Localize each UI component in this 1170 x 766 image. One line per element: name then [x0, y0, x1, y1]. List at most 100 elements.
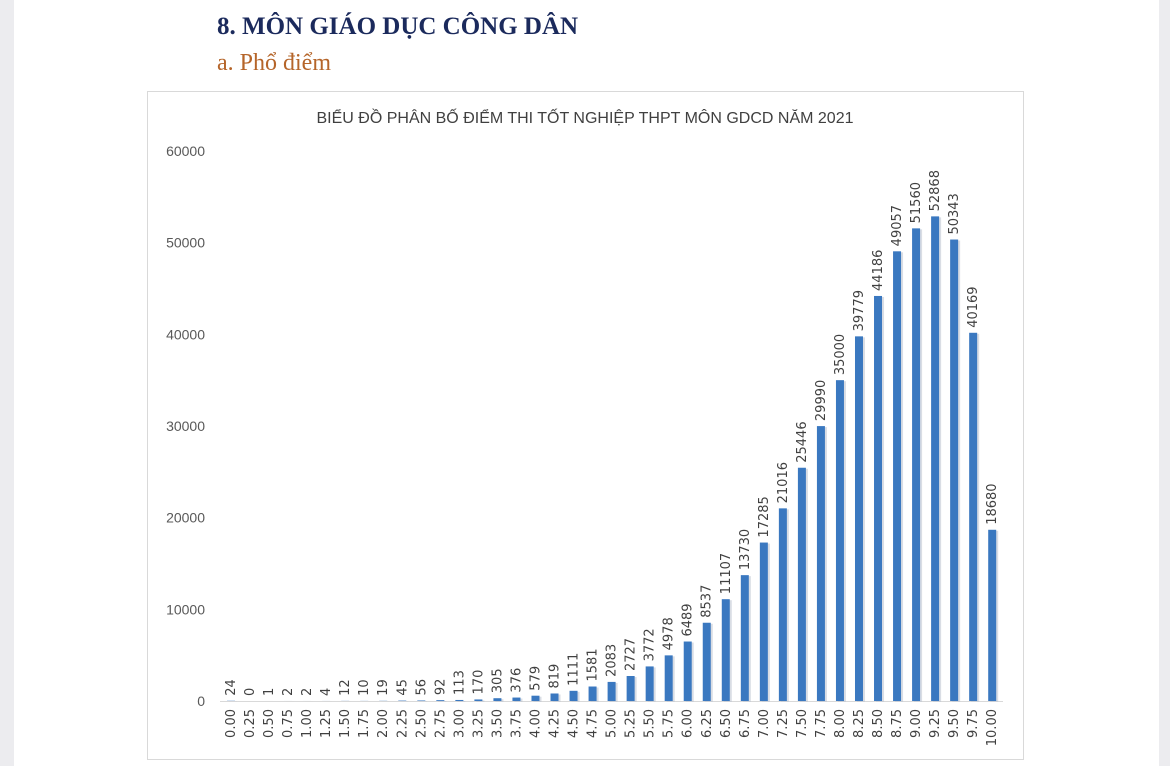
data-label: 1581: [586, 648, 601, 681]
data-label: 45: [395, 679, 410, 696]
x-tick-label: 5.25: [624, 709, 639, 738]
x-tick-label: 5.50: [643, 709, 658, 738]
data-label: 17285: [757, 496, 772, 537]
bar: [607, 681, 616, 701]
data-label: 35000: [833, 334, 848, 375]
bar: [550, 693, 559, 701]
x-tick-label: 1.75: [357, 709, 372, 738]
bar: [854, 336, 863, 701]
bar: [816, 426, 825, 701]
x-tick-label: 9.25: [928, 709, 943, 738]
bar: [664, 655, 673, 701]
bar: [493, 698, 502, 701]
data-label: 8537: [700, 585, 715, 618]
data-label: 18680: [985, 483, 1000, 524]
bar: [702, 622, 711, 701]
x-tick-label: 8.75: [890, 709, 905, 738]
x-tick-label: 7.25: [776, 709, 791, 738]
data-label: 49057: [890, 205, 905, 246]
chart-title: BIỂU ĐỒ PHÂN BỐ ĐIỂM THI TỐT NGHIỆP THPT…: [317, 107, 854, 127]
data-label: 2083: [605, 644, 620, 677]
bar: [721, 599, 730, 701]
bar-shadow: [457, 700, 466, 702]
x-tick-label: 1.25: [319, 709, 334, 738]
bar: [874, 295, 883, 701]
data-label: 819: [548, 664, 563, 689]
data-label: 2: [281, 688, 296, 696]
x-tick-label: 0.75: [281, 709, 296, 738]
x-tick-label: 3.00: [452, 709, 467, 738]
data-label: 39779: [852, 290, 867, 331]
bar-shadow: [476, 700, 485, 702]
bar: [588, 686, 597, 701]
data-label: 51560: [909, 182, 924, 223]
data-label: 92: [433, 679, 448, 696]
x-tick-label: 6.50: [719, 709, 734, 738]
x-tick-label: 4.75: [586, 709, 601, 738]
bar: [759, 542, 768, 701]
x-tick-label: 7.50: [795, 709, 810, 738]
bar: [417, 700, 426, 701]
chart-area: BIỂU ĐỒ PHÂN BỐ ĐIỂM THI TỐT NGHIỆP THPT…: [147, 91, 1024, 760]
x-tick-label: 5.00: [605, 709, 620, 738]
bar: [626, 676, 635, 701]
data-label: 25446: [795, 421, 810, 462]
data-label: 1: [262, 688, 277, 696]
subsection-heading: a. Phổ điểm: [217, 50, 331, 76]
bar: [778, 508, 787, 701]
data-label: 24: [224, 679, 239, 696]
y-tick-label: 40000: [166, 326, 205, 342]
x-tick-label: 6.25: [700, 709, 715, 738]
x-tick-label: 2.25: [395, 709, 410, 738]
bar-shadow: [419, 701, 428, 702]
x-tick-label: 5.75: [662, 709, 677, 738]
data-label: 170: [471, 670, 486, 695]
x-tick-label: 6.00: [681, 709, 696, 738]
x-tick-label: 0.50: [262, 709, 277, 738]
x-tick-label: 8.50: [871, 709, 886, 738]
y-tick-label: 60000: [166, 143, 205, 159]
x-tick-label: 2.50: [414, 709, 429, 738]
y-tick-label: 0: [197, 693, 205, 709]
data-label: 56: [414, 679, 429, 696]
bar: [531, 695, 540, 701]
bar-shadow: [438, 701, 447, 702]
x-tick-label: 6.75: [738, 709, 753, 738]
x-tick-label: 4.00: [528, 709, 543, 738]
data-label: 50343: [947, 193, 962, 234]
data-label: 4978: [662, 617, 677, 650]
x-tick-label: 3.25: [471, 709, 486, 738]
x-tick-label: 3.50: [490, 709, 505, 738]
bar: [455, 699, 464, 701]
data-label: 44186: [871, 250, 886, 291]
x-tick-label: 9.50: [947, 709, 962, 738]
section-heading: 8. MÔN GIÁO DỤC CÔNG DÂN: [217, 13, 579, 40]
bar: [835, 380, 844, 701]
data-label: 2: [300, 688, 315, 696]
bar: [931, 216, 940, 702]
y-tick-label: 20000: [166, 510, 205, 526]
x-tick-label: 9.75: [966, 709, 981, 738]
data-label: 113: [452, 670, 467, 695]
x-tick-label: 4.50: [567, 709, 582, 738]
bar: [512, 697, 521, 701]
data-label: 376: [509, 668, 524, 693]
bar: [950, 239, 959, 701]
x-tick-label: 1.50: [338, 709, 353, 738]
y-tick-label: 30000: [166, 418, 205, 434]
bar: [797, 467, 806, 701]
x-tick-label: 8.00: [833, 709, 848, 738]
y-tick-label: 10000: [166, 601, 205, 617]
x-tick-label: 7.75: [814, 709, 829, 738]
x-tick-label: 0.25: [243, 709, 258, 738]
data-label: 2727: [624, 638, 639, 671]
bar: [893, 251, 902, 701]
data-label: 305: [490, 668, 505, 693]
bar: [969, 332, 978, 701]
data-label: 40169: [966, 286, 981, 327]
data-label: 29990: [814, 380, 829, 421]
bar: [474, 699, 483, 701]
bar: [740, 575, 749, 701]
data-label: 1111: [567, 653, 582, 686]
data-label: 579: [528, 666, 543, 691]
